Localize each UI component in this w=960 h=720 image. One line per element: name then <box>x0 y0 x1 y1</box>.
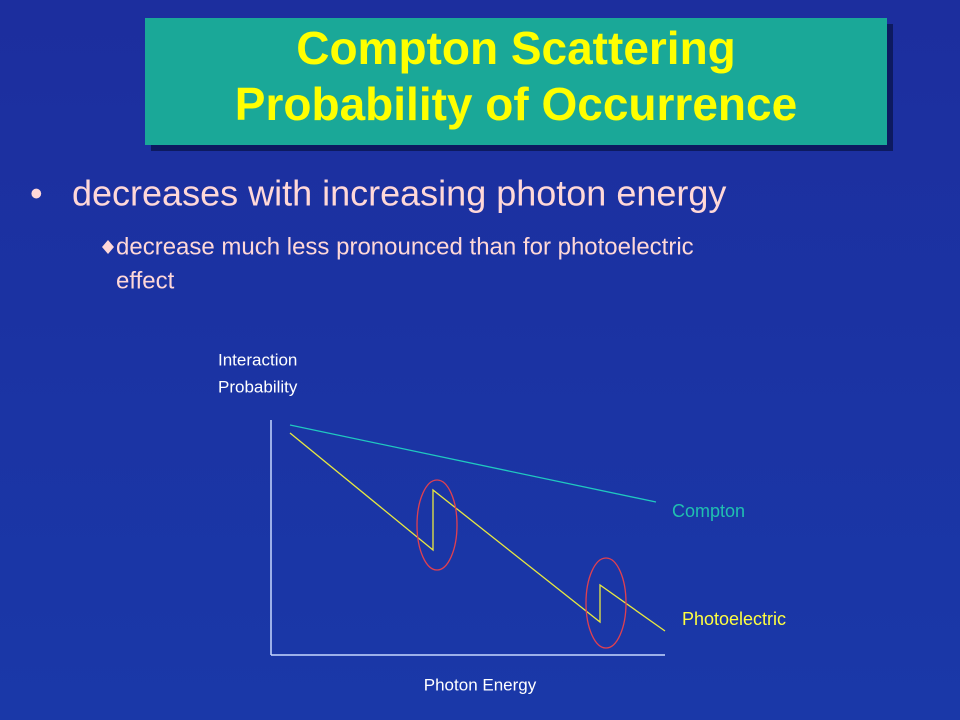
l-edge-highlight <box>585 557 627 649</box>
title-line: Compton Scattering <box>296 22 736 74</box>
title-line: Probability of Occurrence <box>235 78 797 130</box>
photoelectric-curve <box>289 432 666 632</box>
photoelectric-label: Photoelectric <box>682 609 786 629</box>
sub-bullet-diamond <box>102 240 114 254</box>
title-box <box>145 18 887 145</box>
compton-curve <box>289 424 657 503</box>
sub-bullet-text: decrease much less pronounced than for p… <box>116 233 694 260</box>
sub-bullet-text: effect <box>116 267 175 294</box>
y-axis-label: Probability <box>218 377 298 396</box>
compton-label: Compton <box>672 501 745 521</box>
bullet-text: decreases with increasing photon energy <box>72 173 726 214</box>
x-axis-label: Photon Energy <box>424 675 537 694</box>
y-axis-label: Interaction <box>218 350 297 369</box>
k-edge-highlight <box>416 479 458 571</box>
bullet-dot: • <box>30 173 43 214</box>
